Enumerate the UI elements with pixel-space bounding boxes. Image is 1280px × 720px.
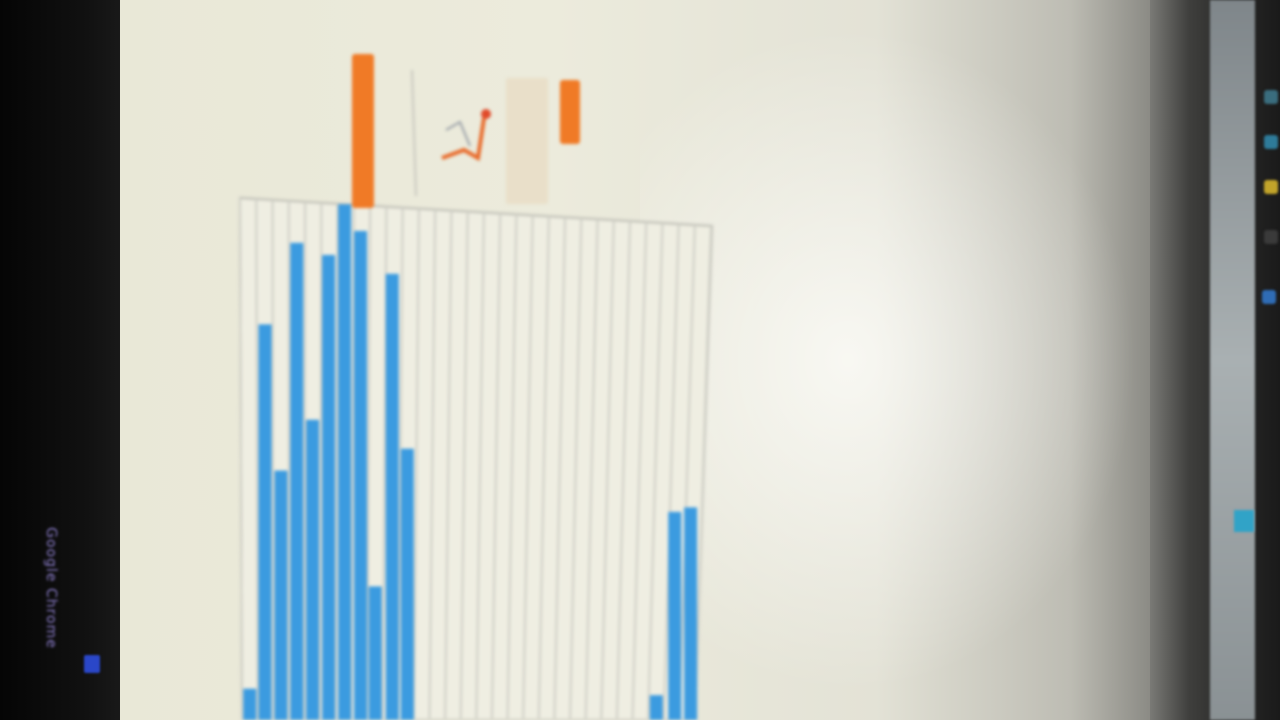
chart-bar	[274, 470, 288, 720]
chart-gridline	[239, 197, 243, 720]
chart-gridline	[303, 201, 307, 720]
chart-bars	[243, 204, 698, 720]
monitor-bezel-left	[0, 0, 125, 720]
chart-gridline	[490, 213, 502, 720]
chart-gridline	[428, 209, 437, 720]
chart-gridline	[678, 225, 696, 720]
chart-bar	[668, 511, 682, 720]
marker-line	[441, 117, 486, 162]
chart-gridline	[334, 203, 339, 720]
chart-bar	[649, 695, 663, 720]
chart-bar	[385, 273, 399, 720]
chart-bar	[684, 507, 698, 720]
chart-bar	[354, 230, 368, 720]
chart-header-widgets	[352, 54, 580, 208]
chart-gridline	[584, 219, 599, 720]
chart-gridline	[271, 199, 275, 720]
chart-gridline	[553, 217, 567, 720]
taskbar-label[interactable]: Google Chrome	[42, 527, 59, 649]
chart-thumbnail-icon	[441, 109, 491, 162]
chart-gridline	[365, 205, 372, 720]
chart-gridline	[255, 198, 259, 720]
chart-bar	[243, 688, 257, 720]
chart-gridline	[319, 202, 323, 720]
chart-gridline	[522, 215, 534, 720]
app-icon[interactable]	[1264, 230, 1278, 244]
chart-bar	[258, 324, 272, 720]
chart-gridline	[412, 208, 420, 720]
chart-gridline	[537, 216, 550, 720]
divider	[411, 69, 417, 197]
bar-chart	[238, 54, 714, 720]
chart-bar	[368, 586, 382, 720]
highlight-marker	[560, 80, 580, 144]
chart-gridline	[506, 214, 518, 720]
chart-gridline	[569, 218, 583, 720]
chart-gridline	[694, 225, 713, 720]
app-icon[interactable]	[1264, 90, 1278, 104]
chart-bar	[322, 254, 336, 720]
taskbar: Google Chrome	[43, 470, 120, 710]
chart-gridline	[647, 223, 664, 720]
chart-gridline	[459, 211, 469, 720]
screen-glare	[640, 0, 1160, 720]
chart-gridline	[475, 212, 485, 720]
marker-dot	[481, 109, 491, 119]
app-icon[interactable]	[1264, 135, 1278, 149]
side-accent-icon[interactable]	[1234, 510, 1254, 532]
app-icon[interactable]	[84, 655, 100, 673]
monitor-screen	[120, 0, 1200, 720]
chart-gridline	[444, 210, 453, 720]
chart-gridline	[397, 207, 404, 720]
chart-gridline	[350, 204, 355, 720]
chart-gridline	[600, 220, 615, 720]
side-panel	[1210, 0, 1255, 720]
marker-line	[445, 120, 471, 147]
app-icon[interactable]	[1262, 290, 1276, 304]
highlight-panel	[506, 78, 548, 204]
chart-bar	[306, 419, 320, 720]
chart-bar	[290, 242, 304, 720]
chart-bar	[400, 448, 414, 720]
chart-gridline	[631, 222, 648, 720]
folder-icon[interactable]	[1264, 180, 1278, 194]
chart-gridline	[662, 224, 680, 720]
highlight-marker	[352, 54, 374, 208]
chart-bar	[338, 204, 352, 720]
chart-gridline	[615, 221, 632, 720]
